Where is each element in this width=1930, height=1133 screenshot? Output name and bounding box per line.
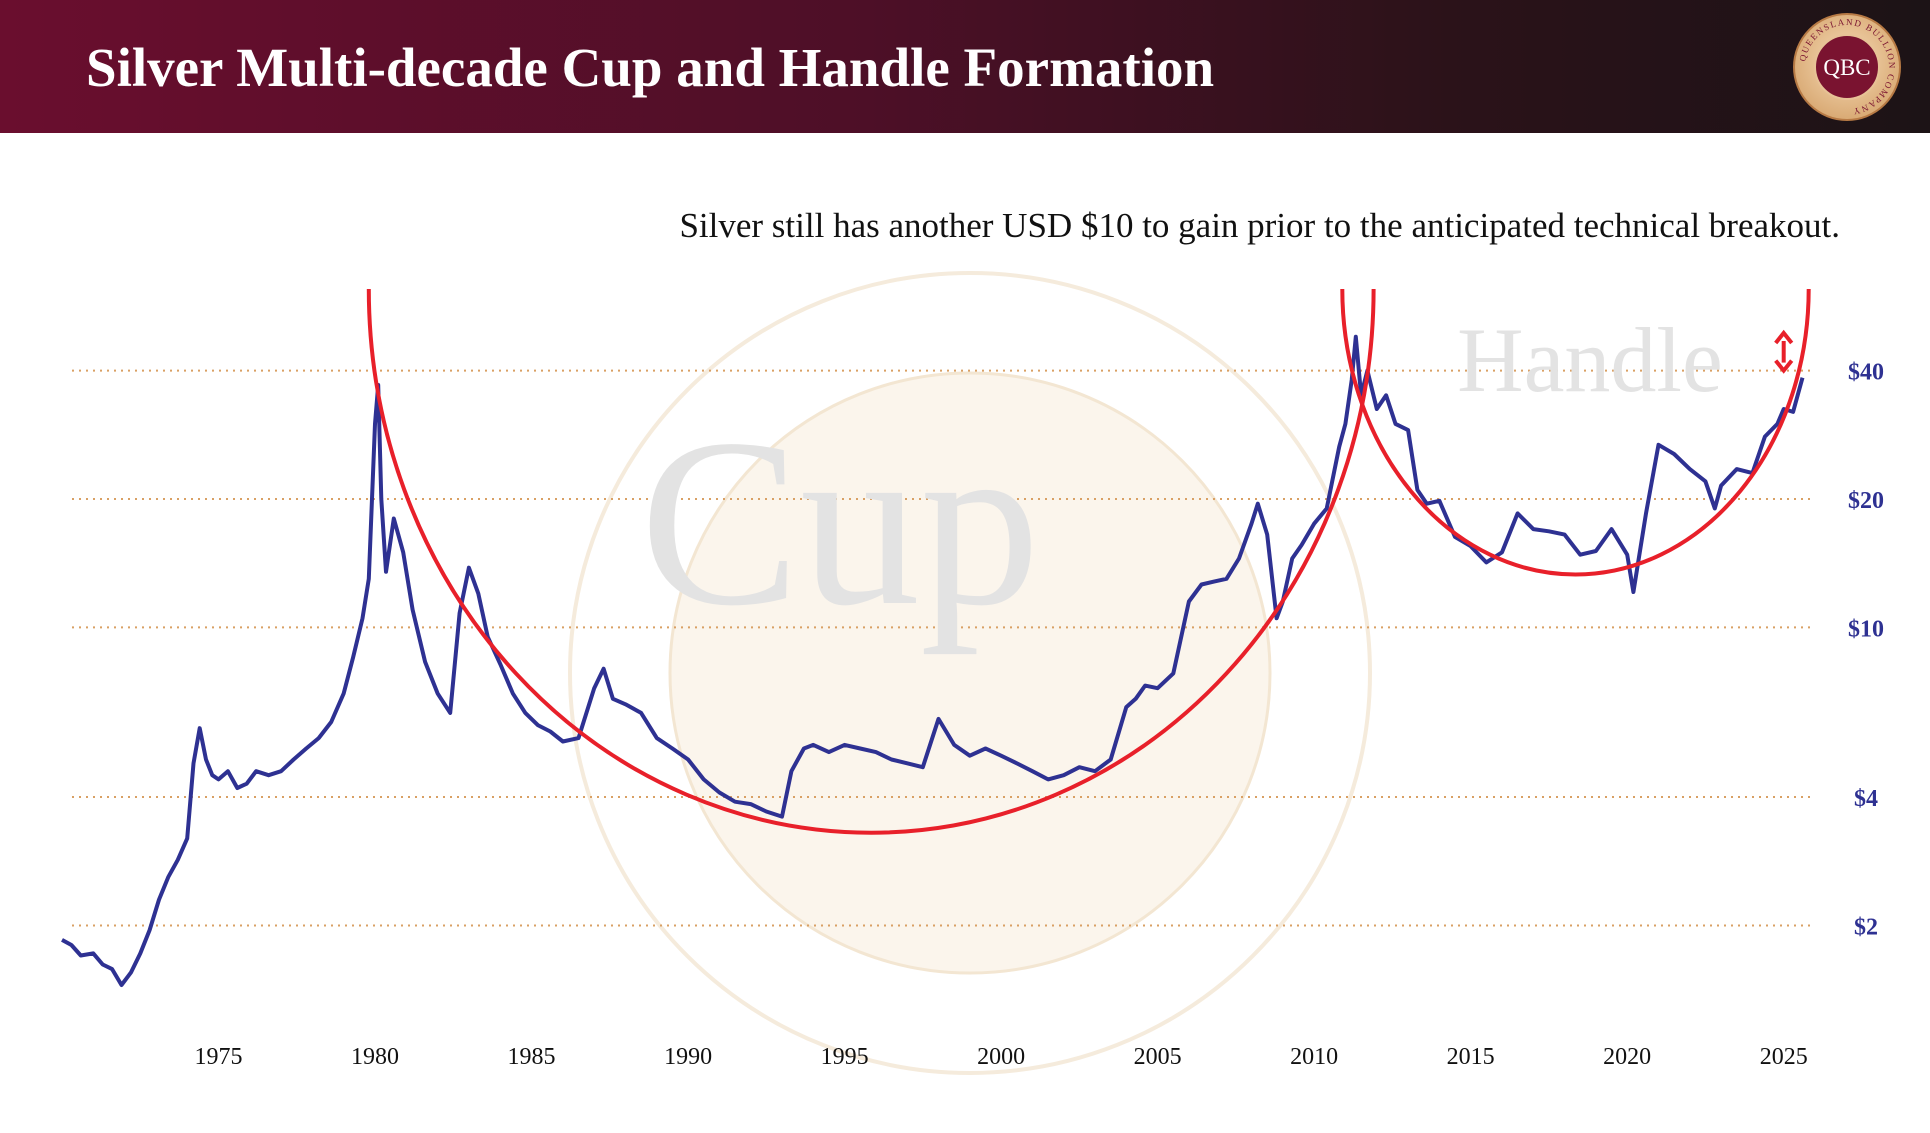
x-tick-label: 1995 [821, 1044, 869, 1070]
x-tick-label: 1985 [508, 1044, 556, 1070]
annotation-text: Cup Handle [640, 309, 1723, 655]
watermark-outer-ring [568, 271, 1372, 1075]
x-tick-label: 2005 [1134, 1044, 1182, 1070]
double-arrow-head-up [1774, 329, 1794, 345]
qbc-logo: QUEENSLAND BULLION COMPANY QBC [1793, 13, 1901, 121]
page-title: Silver Multi-decade Cup and Handle Forma… [86, 37, 1215, 98]
x-tick-label: 2020 [1603, 1044, 1651, 1070]
y-tick-label: $20 [1848, 488, 1884, 514]
cup-arc [366, 288, 1376, 835]
x-tick-label: 2010 [1290, 1044, 1338, 1070]
pattern-arcs [366, 288, 1811, 835]
cup-annotation: Cup [640, 389, 1040, 655]
chart-subtitle: Silver still has another USD $10 to gain… [679, 206, 1840, 245]
handle-arc [1340, 288, 1811, 577]
y-tick-label: $10 [1848, 616, 1884, 642]
watermark [568, 271, 1372, 1075]
x-tick-label: 2000 [977, 1044, 1025, 1070]
silver-price-chart: Cup Handle $2 $4 $10 $20 $40 1975 1980 1985 1990… [61, 271, 1884, 1075]
x-axis: 1975 1980 1985 1990 1995 2000 2005 2010 2015 2020… [195, 1044, 1808, 1070]
logo-text: QBC [1823, 55, 1870, 80]
x-tick-label: 1990 [664, 1044, 712, 1070]
y-tick-label: $40 [1848, 360, 1884, 386]
x-tick-label: 1975 [195, 1044, 243, 1070]
y-tick-label: $2 [1854, 914, 1878, 940]
watermark-inner-disc [668, 371, 1272, 975]
y-axis: $2 $4 $10 $20 $40 [1848, 360, 1884, 941]
x-tick-label: 2025 [1760, 1044, 1808, 1070]
series-layer [61, 334, 1805, 987]
x-tick-label: 2015 [1447, 1044, 1495, 1070]
x-tick-label: 1980 [351, 1044, 399, 1070]
double-arrow-head-down [1774, 359, 1794, 374]
header-banner: Silver Multi-decade Cup and Handle Forma… [0, 0, 1930, 133]
series-line [61, 334, 1805, 987]
handle-annotation: Handle [1457, 309, 1723, 411]
y-tick-label: $4 [1854, 786, 1878, 812]
